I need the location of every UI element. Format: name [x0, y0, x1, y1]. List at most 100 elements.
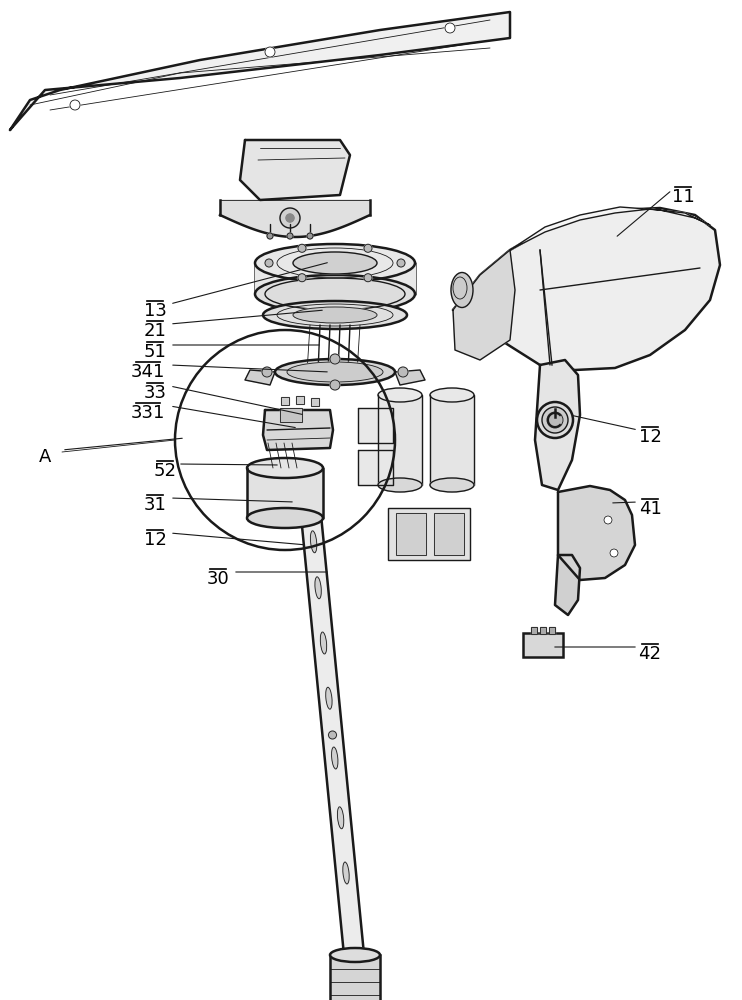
Circle shape — [330, 354, 340, 364]
Circle shape — [330, 380, 340, 390]
Polygon shape — [300, 504, 365, 966]
Polygon shape — [263, 410, 333, 450]
Ellipse shape — [247, 508, 323, 528]
Ellipse shape — [315, 577, 321, 599]
Text: 51: 51 — [143, 343, 166, 361]
Ellipse shape — [255, 275, 415, 313]
Ellipse shape — [255, 244, 415, 282]
Ellipse shape — [275, 359, 395, 385]
Circle shape — [547, 412, 563, 428]
Polygon shape — [240, 140, 350, 200]
Ellipse shape — [263, 301, 407, 329]
Circle shape — [610, 549, 618, 557]
Circle shape — [364, 244, 372, 252]
Bar — [531, 627, 537, 634]
Bar — [296, 396, 304, 404]
Polygon shape — [247, 468, 323, 518]
Bar — [281, 397, 289, 405]
Bar — [388, 508, 470, 560]
Polygon shape — [10, 12, 510, 130]
Circle shape — [265, 47, 275, 57]
Polygon shape — [245, 370, 275, 385]
Text: 13: 13 — [143, 302, 166, 320]
Ellipse shape — [378, 388, 422, 402]
Polygon shape — [358, 450, 393, 485]
Ellipse shape — [247, 458, 323, 478]
Bar — [540, 627, 546, 634]
Circle shape — [298, 274, 306, 282]
Bar — [434, 513, 464, 555]
Polygon shape — [220, 200, 370, 237]
Bar — [280, 408, 302, 422]
Text: 341: 341 — [131, 363, 165, 381]
Circle shape — [298, 244, 306, 252]
Circle shape — [70, 100, 80, 110]
Bar — [396, 513, 426, 555]
Circle shape — [397, 259, 405, 267]
Bar — [311, 398, 319, 406]
Text: 52: 52 — [154, 462, 177, 480]
Circle shape — [287, 233, 293, 239]
Circle shape — [307, 233, 313, 239]
Text: 31: 31 — [143, 496, 166, 514]
Polygon shape — [510, 207, 710, 250]
Circle shape — [542, 407, 568, 433]
Bar — [540, 627, 546, 634]
Circle shape — [445, 23, 455, 33]
Text: 11: 11 — [672, 188, 695, 206]
Bar — [396, 513, 426, 555]
Text: 33: 33 — [143, 384, 166, 402]
Bar — [523, 633, 563, 657]
Bar — [549, 627, 555, 634]
Ellipse shape — [265, 278, 405, 310]
Bar — [281, 397, 289, 405]
Ellipse shape — [293, 307, 377, 323]
Text: 331: 331 — [131, 404, 165, 422]
Polygon shape — [453, 250, 515, 360]
Bar — [296, 396, 304, 404]
Ellipse shape — [430, 478, 474, 492]
Ellipse shape — [430, 388, 474, 402]
Ellipse shape — [332, 747, 338, 769]
Bar — [531, 627, 537, 634]
Ellipse shape — [310, 531, 317, 553]
Ellipse shape — [287, 362, 383, 382]
Circle shape — [262, 367, 272, 377]
Bar — [523, 633, 563, 657]
Ellipse shape — [378, 478, 422, 492]
Circle shape — [537, 402, 573, 438]
Polygon shape — [255, 263, 415, 294]
Text: 12: 12 — [639, 428, 661, 446]
Circle shape — [265, 259, 273, 267]
Circle shape — [329, 731, 337, 739]
Polygon shape — [453, 208, 720, 370]
Text: A: A — [39, 448, 51, 466]
Bar — [311, 398, 319, 406]
Text: 41: 41 — [639, 500, 661, 518]
Bar — [280, 408, 302, 422]
Polygon shape — [330, 955, 380, 1000]
Ellipse shape — [293, 252, 377, 274]
Circle shape — [280, 208, 300, 228]
Ellipse shape — [451, 272, 473, 308]
Circle shape — [604, 516, 612, 524]
Ellipse shape — [330, 948, 380, 962]
Polygon shape — [430, 395, 474, 485]
Polygon shape — [395, 370, 425, 385]
Circle shape — [267, 233, 273, 239]
Polygon shape — [535, 360, 580, 490]
Polygon shape — [558, 486, 635, 580]
Text: 30: 30 — [206, 570, 229, 588]
Bar — [434, 513, 464, 555]
Circle shape — [286, 214, 294, 222]
Ellipse shape — [338, 807, 344, 829]
Polygon shape — [358, 408, 393, 443]
Text: 21: 21 — [143, 322, 166, 340]
Text: 42: 42 — [639, 645, 662, 663]
Polygon shape — [378, 395, 422, 485]
Polygon shape — [555, 555, 580, 615]
Bar — [388, 508, 470, 560]
Circle shape — [398, 367, 408, 377]
Text: 12: 12 — [143, 531, 166, 549]
Circle shape — [364, 274, 372, 282]
